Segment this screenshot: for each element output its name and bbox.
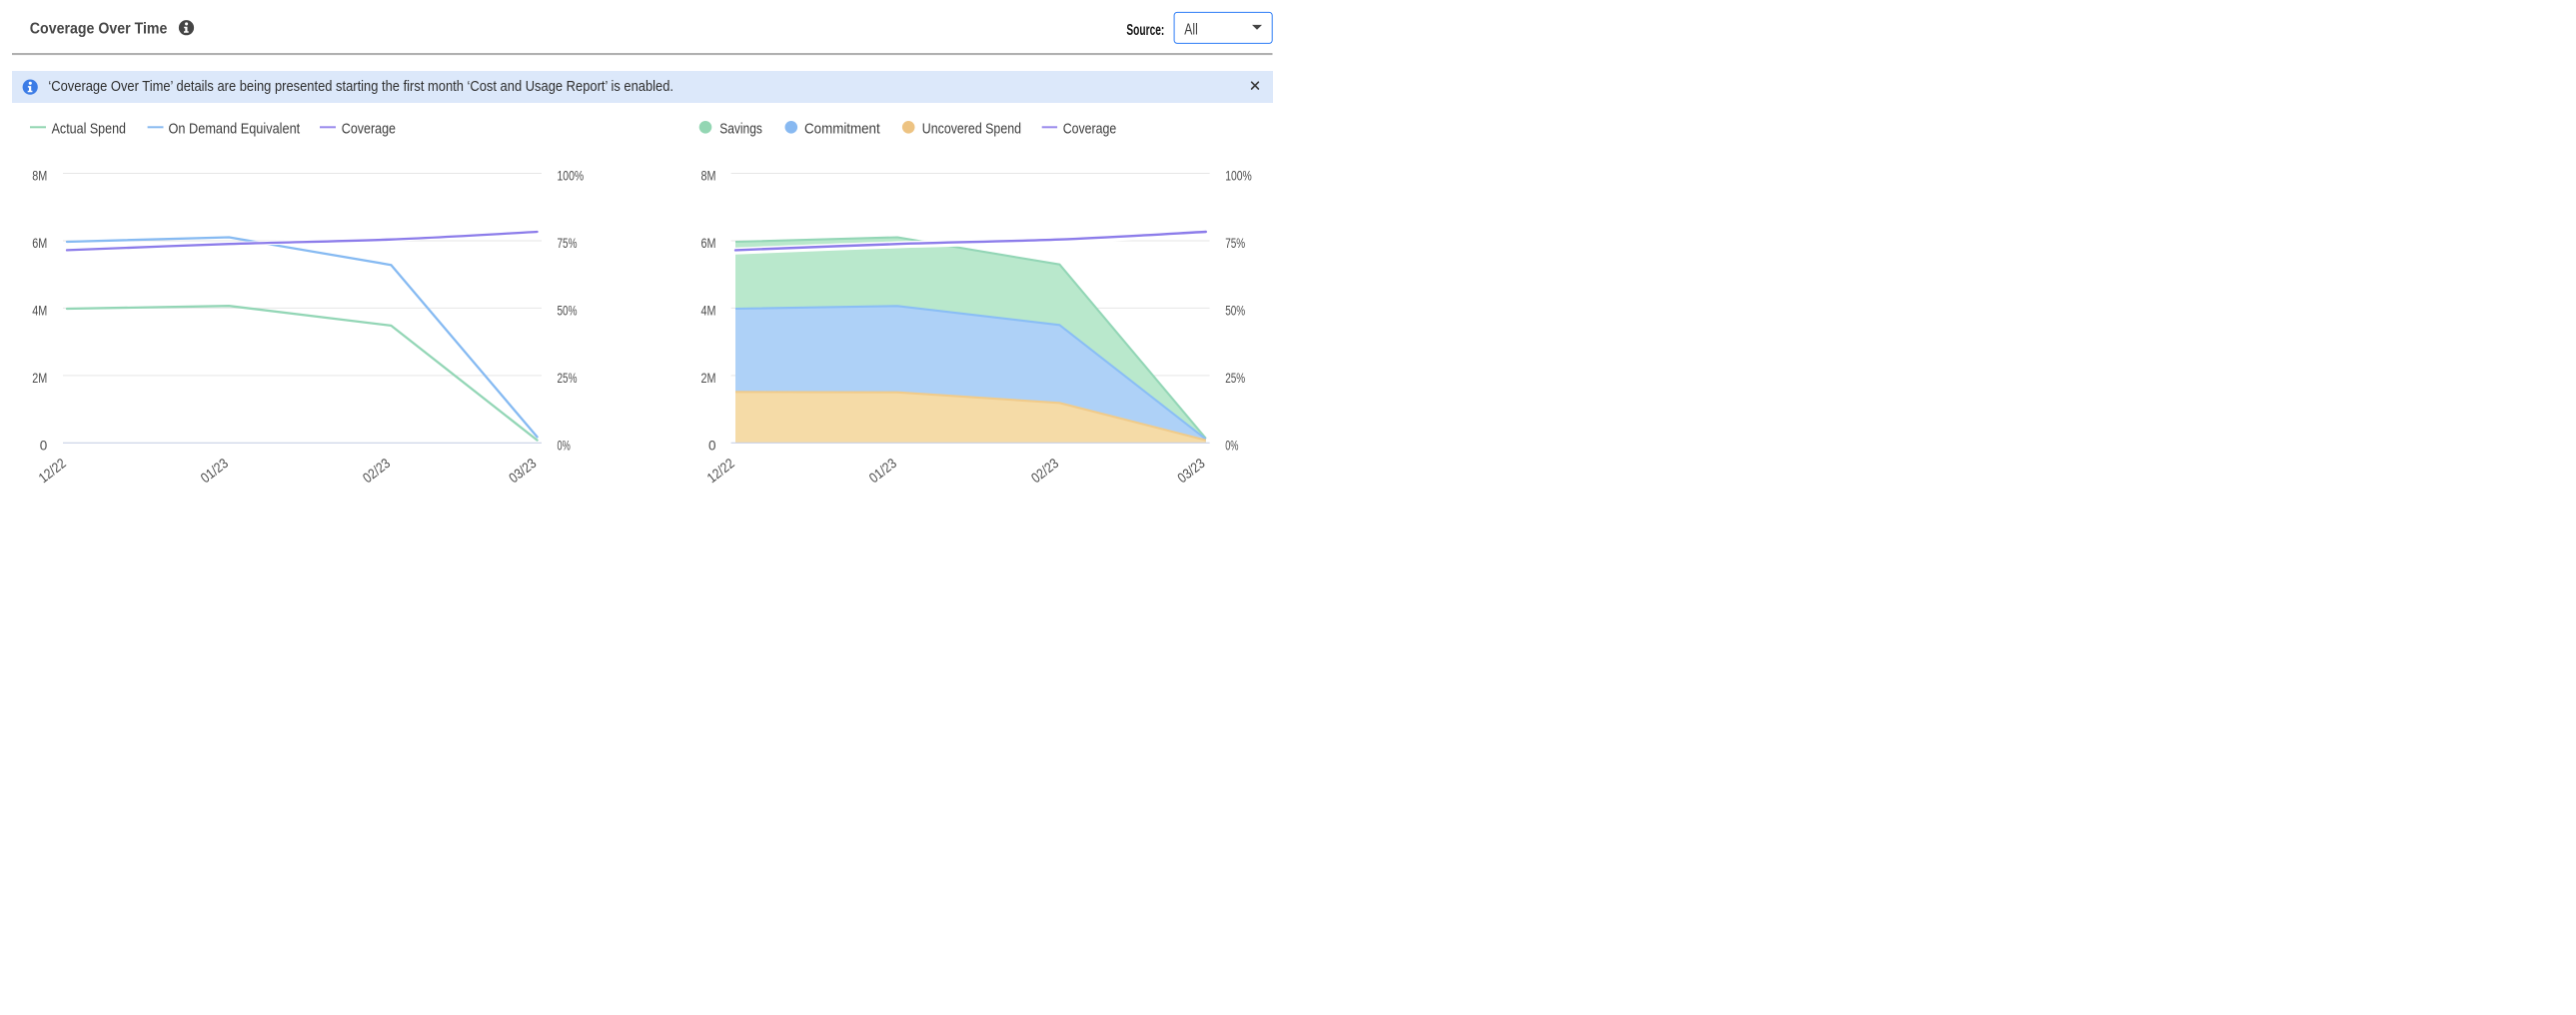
svg-text:Coverage Over Time: Coverage Over Time bbox=[30, 21, 168, 38]
svg-text:Coverage: Coverage bbox=[342, 120, 396, 137]
svg-text:02/23: 02/23 bbox=[1028, 455, 1062, 486]
svg-text:25%: 25% bbox=[558, 370, 578, 386]
svg-text:0%: 0% bbox=[558, 437, 571, 453]
svg-text:Coverage: Coverage bbox=[1063, 120, 1117, 137]
svg-text:Commitment: Commitment bbox=[804, 120, 880, 137]
svg-text:25%: 25% bbox=[1225, 370, 1245, 386]
svg-text:Source:: Source: bbox=[1126, 22, 1164, 39]
svg-text:Uncovered Spend: Uncovered Spend bbox=[922, 120, 1021, 137]
svg-text:02/23: 02/23 bbox=[360, 455, 394, 486]
svg-text:50%: 50% bbox=[558, 302, 578, 318]
svg-text:6M: 6M bbox=[701, 235, 716, 251]
svg-text:8M: 8M bbox=[701, 168, 716, 184]
svg-text:0: 0 bbox=[40, 437, 48, 453]
svg-text:4M: 4M bbox=[32, 302, 47, 318]
svg-text:01/23: 01/23 bbox=[198, 455, 232, 486]
svg-text:50%: 50% bbox=[1225, 302, 1245, 318]
svg-text:12/22: 12/22 bbox=[35, 455, 69, 486]
svg-text:2M: 2M bbox=[32, 370, 47, 386]
svg-text:Savings: Savings bbox=[719, 120, 762, 137]
svg-text:‘Coverage Over Time’ details a: ‘Coverage Over Time’ details are being p… bbox=[48, 78, 673, 95]
svg-text:4M: 4M bbox=[701, 302, 716, 318]
svg-text:03/23: 03/23 bbox=[1174, 455, 1208, 486]
svg-text:100%: 100% bbox=[558, 168, 585, 184]
svg-text:6M: 6M bbox=[32, 235, 47, 251]
svg-text:03/23: 03/23 bbox=[506, 455, 540, 486]
svg-text:8M: 8M bbox=[32, 168, 47, 184]
svg-text:Actual Spend: Actual Spend bbox=[52, 120, 126, 137]
svg-text:12/22: 12/22 bbox=[703, 455, 737, 486]
svg-text:0: 0 bbox=[708, 437, 716, 453]
svg-text:100%: 100% bbox=[1225, 168, 1252, 184]
svg-text:0%: 0% bbox=[1225, 437, 1238, 453]
svg-text:On Demand Equivalent: On Demand Equivalent bbox=[169, 120, 301, 137]
svg-text:75%: 75% bbox=[1225, 235, 1245, 251]
svg-text:01/23: 01/23 bbox=[866, 455, 900, 486]
svg-text:2M: 2M bbox=[701, 370, 716, 386]
svg-text:75%: 75% bbox=[558, 235, 578, 251]
svg-text:All: All bbox=[1184, 22, 1198, 39]
